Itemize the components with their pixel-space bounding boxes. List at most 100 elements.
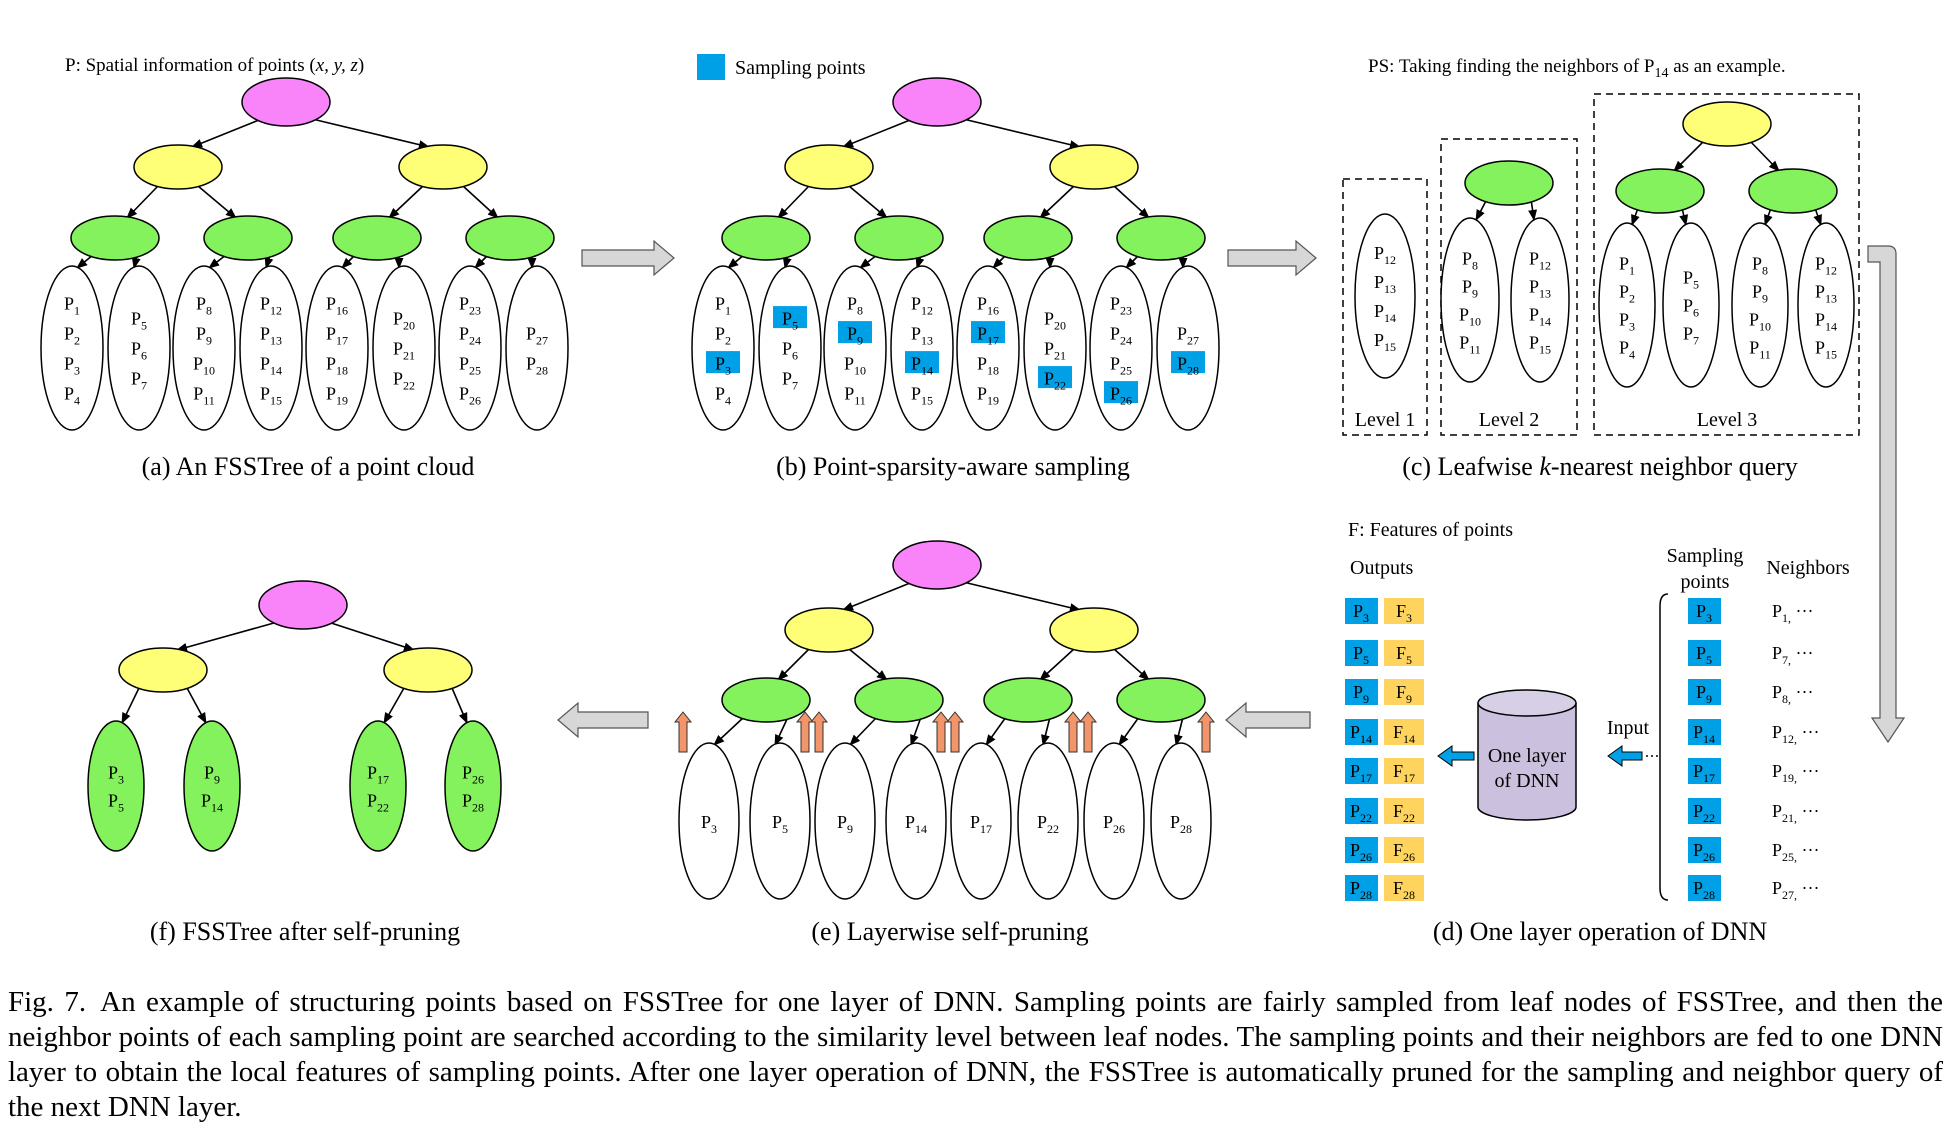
- leaf-point-label: P16: [977, 293, 999, 317]
- neighbor-label: P7, ···: [1772, 643, 1814, 667]
- root-node: [892, 77, 982, 127]
- leaf-node: [956, 265, 1020, 431]
- level2-node: [70, 215, 160, 261]
- input-label: Input: [1607, 717, 1650, 739]
- leaf-point-label: P8: [1462, 248, 1478, 272]
- level1-edge: [777, 185, 810, 219]
- root-edge: [324, 620, 416, 652]
- sampling-point-box: [1688, 598, 1721, 624]
- leaf-point-label: P17: [367, 762, 389, 786]
- prune-arrow: [809, 711, 829, 753]
- output-feature-box: [1384, 798, 1424, 824]
- flow-arrow-e-to-f: [557, 701, 649, 739]
- sampled-point-highlight: [838, 321, 872, 344]
- leaf-point-label: P11: [1459, 332, 1481, 356]
- level1-node: [1049, 607, 1139, 653]
- flow-arrow-c-to-d: [1867, 245, 1906, 744]
- sampled-point-highlight: [1038, 366, 1072, 389]
- leaf-point-label: P3: [1619, 309, 1635, 333]
- level2-edge: [1041, 716, 1051, 747]
- root-edge: [175, 620, 282, 652]
- level1-edge: [451, 687, 468, 725]
- level2-edge: [1764, 207, 1773, 227]
- root-node: [258, 580, 348, 630]
- level2-edge: [849, 716, 878, 746]
- flow-arrow-b-to-c: [1227, 239, 1317, 277]
- neighbor-label: P1, ···: [1772, 601, 1814, 625]
- prune-arrow: [1078, 711, 1098, 753]
- leaf-point-label: P12: [1815, 253, 1837, 277]
- sampling-point-box: [1688, 798, 1721, 824]
- outputs-label: Outputs: [1350, 557, 1414, 579]
- output-point-box: [1345, 837, 1378, 863]
- sampling-points-label-2: points: [1681, 571, 1730, 593]
- output-arrow: [1437, 745, 1475, 767]
- level2-node: [1464, 160, 1554, 206]
- output-feature-label: F26: [1393, 840, 1415, 864]
- level2-node: [1615, 168, 1705, 214]
- leaf-point-label: P7: [782, 368, 798, 392]
- leaf-node: [950, 742, 1012, 900]
- output-point-label: P26: [1350, 840, 1372, 864]
- output-feature-box: [1384, 679, 1424, 705]
- leaf-node: [1662, 222, 1720, 388]
- leaf-point-label: P14: [260, 353, 282, 377]
- output-point-box: [1345, 875, 1378, 901]
- level1-edge: [197, 185, 237, 219]
- leaf-node: [749, 742, 811, 900]
- leaf-point-label: P12: [260, 293, 282, 317]
- leaf-point-label: P15: [1815, 337, 1837, 361]
- level2-node: [721, 677, 811, 723]
- leaf-node: [814, 742, 876, 900]
- sampling-legend-swatch: [697, 54, 725, 80]
- leaf-node: [1156, 265, 1220, 431]
- leaf-point-label: P10: [1749, 309, 1771, 333]
- sampled-point-highlight: [971, 321, 1005, 344]
- sampling-point-box: [1688, 719, 1721, 745]
- leaf-point-label: P17: [970, 812, 992, 836]
- level2-node: [854, 215, 944, 261]
- prune-arrow: [1063, 711, 1083, 753]
- input-arrow: [1607, 745, 1643, 767]
- leaf-point-label: P14: [1374, 301, 1396, 325]
- output-point-box: [1345, 798, 1378, 824]
- leaf-point-label: P10: [193, 353, 215, 377]
- leaf-point-label: P5: [782, 308, 798, 332]
- level2-edge: [1475, 198, 1488, 221]
- root-node: [892, 540, 982, 590]
- level2-edge: [1174, 716, 1184, 747]
- leaf-point-label: P15: [1529, 332, 1551, 356]
- level1-node: [383, 647, 473, 693]
- pruned-leaf-node: [444, 720, 502, 852]
- output-feature-box: [1384, 598, 1424, 624]
- output-point-box: [1345, 719, 1378, 745]
- flow-arrow-a-to-b: [581, 239, 675, 277]
- output-feature-label: F5: [1396, 643, 1412, 667]
- level2-edge: [208, 254, 227, 269]
- leaf-node: [172, 265, 236, 431]
- panel-d-caption: (d) One layer operation of DNN: [1433, 917, 1767, 946]
- level2-edge: [1679, 207, 1689, 227]
- leaf-point-label: P13: [1529, 276, 1551, 300]
- output-feature-box: [1384, 837, 1424, 863]
- panel-d: F: Features of points Outputs Sampling p…: [1345, 519, 1850, 946]
- level2-edge: [713, 716, 745, 746]
- panel-a-tree: [70, 77, 555, 270]
- leaf-point-label: P6: [1683, 295, 1699, 319]
- leaf-point-label: P2: [64, 323, 80, 347]
- leaf-point-label: P16: [326, 293, 348, 317]
- level1-edge: [848, 185, 888, 219]
- leaf-point-label: P17: [326, 323, 348, 347]
- level1-edge: [1113, 185, 1150, 219]
- panel-c-content: P12 P13 P14 P15 P8 P9 P10 P11 P12 P13 P14 P15 P1 P2 P3…: [1354, 101, 1855, 388]
- level1-node: [118, 647, 208, 693]
- leaf-point-label: P14: [911, 353, 933, 377]
- pruned-leaf-node: [87, 720, 145, 852]
- leaf-node: [691, 265, 755, 431]
- level2-node: [983, 677, 1073, 723]
- dnn-layer-cylinder: One layer of DNN: [1477, 689, 1577, 821]
- level1-edge: [126, 185, 159, 219]
- level2-node: [203, 215, 293, 261]
- panel-c: PS: Taking finding the neighbors of P14 …: [1342, 56, 1860, 481]
- prune-arrow: [931, 711, 951, 753]
